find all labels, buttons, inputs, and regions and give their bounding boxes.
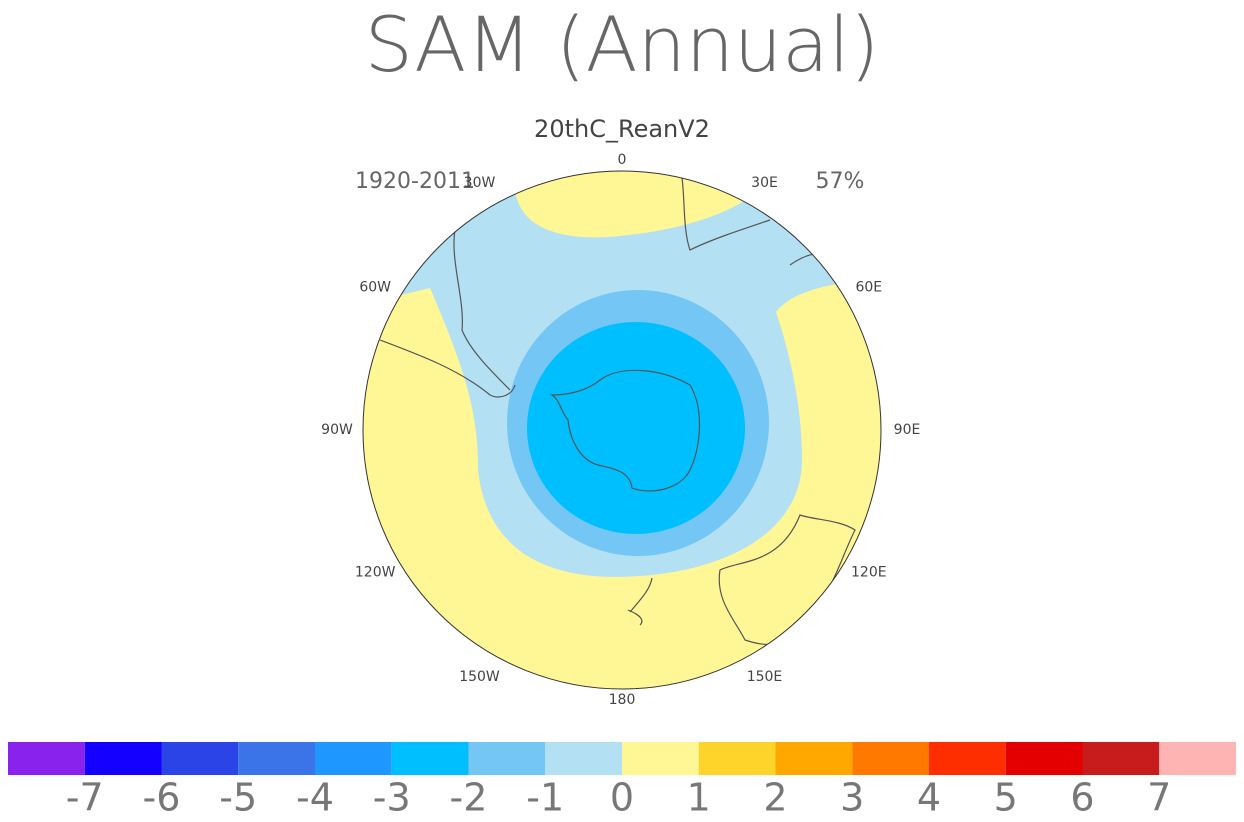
title: SAM (Annual) <box>365 0 880 89</box>
positive-patch <box>515 171 746 238</box>
colorbar-box <box>698 742 776 775</box>
colorbar-label: -7 <box>66 776 104 820</box>
colorbar-box <box>929 742 1006 775</box>
period: 1920-2011 <box>355 169 475 194</box>
colorbar-label: 4 <box>917 776 941 820</box>
colorbar-label: 6 <box>1070 776 1094 820</box>
colorbar-label: 5 <box>994 776 1018 820</box>
subtitle: 20thC_ReanV2 <box>534 115 710 143</box>
variance: 57% <box>816 169 865 194</box>
colorbar-box <box>315 742 392 775</box>
colorbar-box <box>468 742 546 775</box>
longitude-label: 60E <box>855 280 882 296</box>
colorbar-box <box>8 742 85 775</box>
colorbar-label: -6 <box>143 776 181 820</box>
colorbar-label: -1 <box>526 776 564 820</box>
longitude-labels: 0 30E 60E 90E 120E 150E 180 150W 120W 90W 60W 30W <box>321 152 920 708</box>
south-america <box>379 229 516 398</box>
colorbar-box <box>852 742 929 775</box>
map-border <box>362 170 882 690</box>
colorbar-box <box>84 742 162 775</box>
colorbar-box <box>391 742 469 775</box>
colorbar-box <box>1082 742 1160 775</box>
colorbar-label: 2 <box>763 776 787 820</box>
new-zealand <box>627 577 653 626</box>
longitude-label: 90E <box>894 422 921 438</box>
longitude-label: 90W <box>321 422 353 438</box>
colorbar-label: -2 <box>450 776 488 820</box>
colorbar: -7 -6 -5 -4 -3 -2 -1 0 1 2 3 4 5 6 7 <box>8 742 1236 820</box>
longitude-label: 0 <box>618 152 627 168</box>
colorbar-label: 0 <box>610 776 634 820</box>
colorbar-label: -5 <box>219 776 257 820</box>
colorbar-box <box>545 742 622 775</box>
colorbar-box <box>775 742 853 775</box>
longitude-label: 150W <box>459 669 500 685</box>
longitude-label: 60W <box>359 280 391 296</box>
colorbar-box <box>1159 742 1236 775</box>
longitude-label: 120W <box>355 565 396 581</box>
colorbar-box <box>238 742 315 775</box>
longitude-label: 30W <box>464 175 496 191</box>
colorbar-box <box>1005 742 1083 775</box>
colorbar-box <box>622 742 699 775</box>
colorbar-label: 7 <box>1147 776 1171 820</box>
longitude-label: 120E <box>851 565 887 581</box>
colorbar-label: 3 <box>840 776 864 820</box>
colorbar-label: -3 <box>373 776 411 820</box>
longitude-label: 30E <box>751 175 778 191</box>
contour-minus-3 <box>527 322 745 534</box>
colorbar-label: 1 <box>687 776 711 820</box>
longitude-label: 150E <box>747 669 783 685</box>
colorbar-label: -4 <box>296 776 334 820</box>
colorbar-box <box>161 742 239 775</box>
antarctica <box>549 369 700 492</box>
longitude-label: 180 <box>609 692 636 708</box>
map <box>363 171 881 689</box>
